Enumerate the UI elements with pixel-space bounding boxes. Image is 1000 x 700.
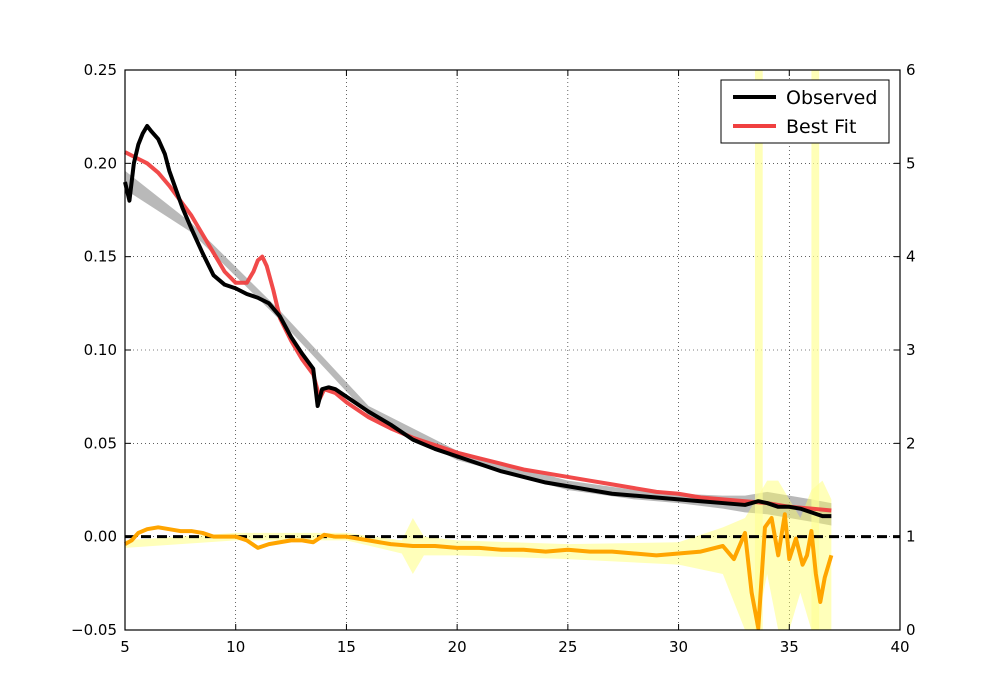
y2-tick-label: 5 (906, 154, 916, 172)
y-tick-label: 0.15 (84, 248, 117, 266)
series-layer (123, 124, 834, 631)
y2-tick-label: 6 (906, 61, 916, 79)
band-layer (125, 170, 832, 630)
y-tick-label: 0.05 (84, 434, 117, 452)
y-tick-label: 0.10 (84, 341, 117, 359)
y2-tick-label: 1 (906, 528, 916, 546)
uncertainty-spike (754, 70, 763, 630)
x-tick-label: 20 (448, 638, 467, 656)
y-tick-label: 0.25 (84, 61, 117, 79)
residual-error-band (125, 480, 832, 630)
series-line-best-fit (124, 150, 832, 513)
y2-tick-label: 2 (906, 434, 916, 452)
y2-tick-label: 0 (906, 621, 916, 639)
y-tick-label: 0.20 (84, 154, 117, 172)
grid-layer (125, 70, 900, 630)
x-tick-label: 25 (558, 638, 577, 656)
x-tick-label: 35 (780, 638, 799, 656)
legend: Observed Best Fit (720, 79, 890, 144)
series-line-observed (123, 124, 832, 519)
legend-box (720, 79, 890, 144)
tick-layer: 5 10 15 20 25 30 35 40−0.050.000.050.100.150.20… (71, 61, 916, 656)
x-tick-label: 30 (669, 638, 688, 656)
series-line-residual (124, 512, 834, 631)
y2-tick-label: 4 (906, 248, 916, 266)
legend-label-observed: Observed (786, 87, 877, 109)
y-tick-label: −0.05 (71, 621, 117, 639)
x-tick-label: 5 (120, 638, 130, 656)
spike-layer (754, 70, 820, 630)
x-tick-label: 15 (337, 638, 356, 656)
x-tick-label: 40 (890, 638, 909, 656)
y-tick-label: 0.00 (84, 528, 117, 546)
legend-label-best-fit: Best Fit (786, 116, 856, 138)
y2-tick-label: 3 (906, 341, 916, 359)
uncertainty-spike (811, 70, 820, 630)
x-tick-label: 10 (226, 638, 245, 656)
